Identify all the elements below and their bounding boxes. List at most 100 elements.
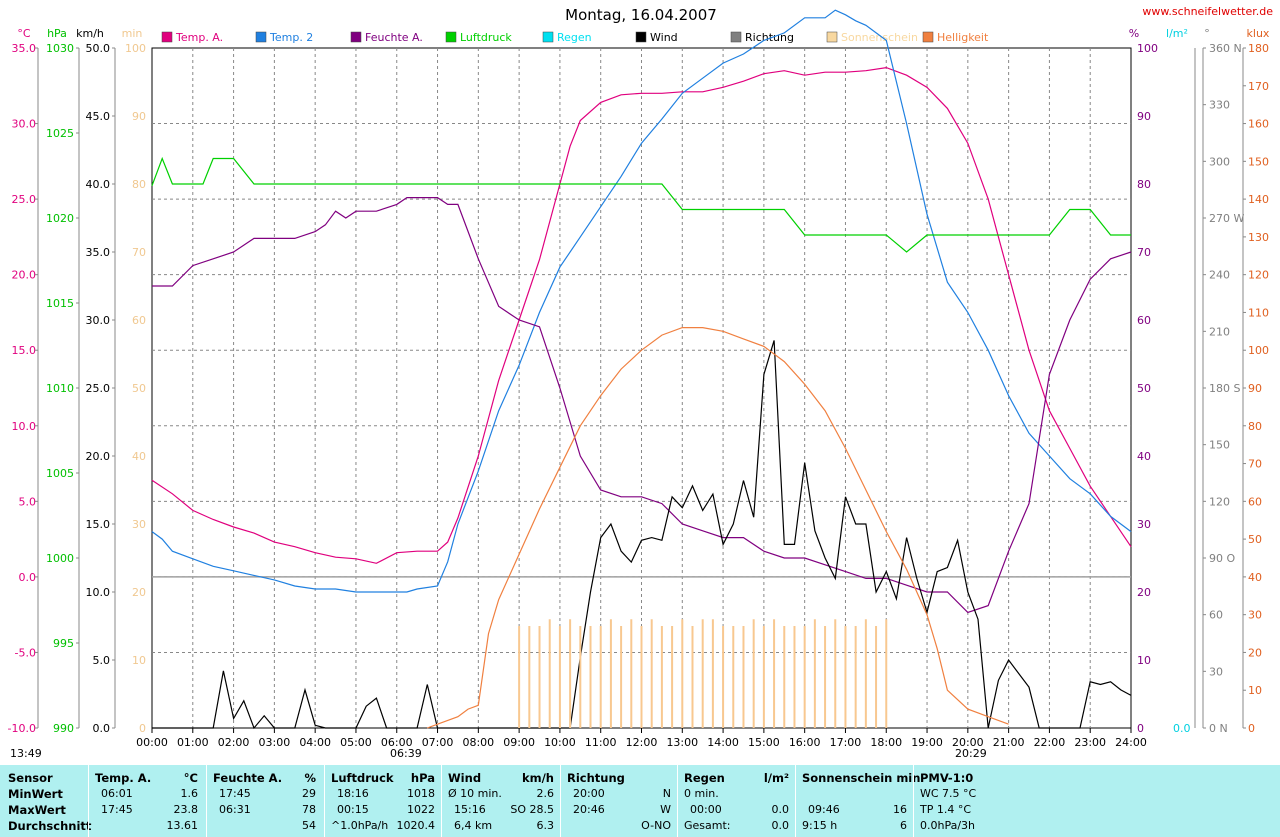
stats-richtung-max: W (660, 803, 671, 816)
humidity-axis-tick-label: 90 (1137, 110, 1151, 123)
stats-richtung-min: N (662, 787, 671, 800)
stats-sonne-total: 9:15 h (802, 819, 838, 832)
pressure-axis-tick-label: 1000 (46, 552, 74, 565)
light-axis-tick-label: 60 (1248, 495, 1262, 508)
x-axis: 00:00 01:00 02:00 03:00 04:00 05:00 06:00 07:00… (136, 728, 1147, 749)
humidity-axis-tick-label: 60 (1137, 314, 1151, 327)
stats-temp-header: Temp. A. (95, 771, 152, 785)
pressure-axis-tick-label: 1015 (46, 297, 74, 310)
x-tick-label: 06:00 (381, 736, 413, 749)
light-axis-tick-label: 130 (1248, 231, 1269, 244)
stats-wind-max: SO 28.5 (510, 803, 554, 816)
light-axis-tick-label: 10 (1248, 684, 1262, 697)
x-tick-label: 22:00 (1034, 736, 1066, 749)
stats-wind-avg10: 2.6 (536, 787, 555, 800)
light-axis-tick-label: 150 (1248, 155, 1269, 168)
light-axis-tick-label: 110 (1248, 306, 1269, 319)
direction-axis-tick-label: 270 W (1209, 212, 1244, 225)
legend-label: Temp. A. (175, 31, 223, 44)
light-axis-tick-label: 70 (1248, 458, 1262, 471)
pressure-axis-tick-label: 995 (53, 637, 74, 650)
legend-label: Regen (557, 31, 592, 44)
legend-label: Luftdruck (460, 31, 512, 44)
stats-sonne-max: 16 (893, 803, 907, 816)
humidity-axis-tick-label: 50 (1137, 382, 1151, 395)
light-axis-tick-label: 170 (1248, 80, 1269, 93)
humidity-axis-tick-label: 20 (1137, 586, 1151, 599)
direction-axis-tick-label: 330 (1209, 99, 1230, 112)
legend-swatch (922, 31, 934, 43)
stats-wind-unit: km/h (521, 771, 554, 785)
legend-swatch (161, 31, 173, 43)
wind-axis-tick-label: 45.0 (86, 110, 111, 123)
legend-label: Temp. 2 (269, 31, 313, 44)
chart-title: Montag, 16.04.2007 (565, 6, 717, 24)
stats-row-max: MaxWert (8, 803, 66, 817)
pressure-axis-tick-label: 1020 (46, 212, 74, 225)
direction-axis-tick-label: 30 (1209, 665, 1223, 678)
x-tick-label: 23:00 (1074, 736, 1106, 749)
stats-luftdruck-max-time: 00:15 (337, 803, 369, 816)
direction-axis-tick-label: 90 O (1209, 552, 1235, 565)
x-tick-label: 19:00 (911, 736, 943, 749)
light-axis-tick-label: 40 (1248, 571, 1262, 584)
sun-axis-tick-label: 20 (132, 586, 146, 599)
x-tick-label: 02:00 (218, 736, 250, 749)
stats-regen-duration: 0 min. (684, 787, 719, 800)
temp-unit-label: °C (17, 27, 31, 40)
temp-axis-tick-label: 25.0 (12, 193, 37, 206)
legend-swatch (730, 31, 742, 43)
sun-axis-tick-label: 40 (132, 450, 146, 463)
stats-sonne-avg: 6 (900, 819, 907, 832)
light-axis-tick-label: 100 (1248, 344, 1269, 357)
stats-feuchte-min: 29 (302, 787, 316, 800)
stats-feuchte-min-time: 17:45 (219, 787, 251, 800)
stats-regen-col: Regen l/m² 0 min. 00:00 0.0 Gesamt: 0.0 (678, 765, 795, 837)
series-line-helligkeit (427, 327, 1009, 729)
sun-axis-tick-label: 0 (139, 722, 146, 735)
stats-sonne-max-time: 09:46 (808, 803, 840, 816)
x-tick-label: 09:00 (503, 736, 535, 749)
legend-label: Feuchte A. (365, 31, 423, 44)
stats-temp-min-time: 06:01 (101, 787, 133, 800)
temp-axis-tick-label: 15.0 (12, 344, 37, 357)
statistics-panel: Sensor MinWert MaxWert Durchschnitt Temp… (0, 765, 1280, 837)
stats-feuchte-max: 78 (302, 803, 316, 816)
stats-regen-total: 0.0 (771, 819, 790, 832)
stats-regen-total-label: Gesamt: (684, 819, 731, 832)
site-link[interactable]: www.schneifelwetter.de (1142, 5, 1273, 18)
temp-axis-tick-label: -5.0 (15, 646, 36, 659)
legend-label: Sonnenschein (841, 31, 918, 44)
legend-swatch (542, 31, 554, 43)
stats-luftdruck-avg: 1020.4 (396, 819, 436, 832)
x-tick-label: 17:00 (830, 736, 862, 749)
stats-luftdruck-trend: ^1.0hPa/h (331, 819, 389, 832)
legend-label: Richtung (745, 31, 794, 44)
wind-axis-tick-label: 25.0 (86, 382, 111, 395)
stats-wind-max-time: 15:16 (454, 803, 486, 816)
stats-feuchte-avg: 54 (302, 819, 316, 832)
legend-swatch (445, 31, 457, 43)
stats-feuchte-col: Feuchte A. % 17:45 29 06:31 78 54 (207, 765, 324, 837)
stats-pmv-windchill: WC 7.5 °C (920, 787, 977, 800)
temp-axis-tick-label: 5.0 (19, 495, 37, 508)
stats-sensor-col: Sensor MinWert MaxWert Durchschnitt (0, 765, 91, 837)
humidity-axis-tick-label: 100 (1137, 42, 1158, 55)
x-tick-label: 21:00 (993, 736, 1025, 749)
direction-axis-tick-label: 60 (1209, 609, 1223, 622)
light-axis-tick-label: 140 (1248, 193, 1269, 206)
series-line-wind (152, 340, 1132, 730)
stats-wind-avg10-label: Ø 10 min. (448, 787, 502, 800)
stats-feuchte-max-time: 06:31 (219, 803, 251, 816)
axes: 35.0 30.0 25.0 20.0 15.0 10.0 5.0 0.0 -5.0 -10.0 1… (8, 42, 1269, 735)
pressure-axis-tick-label: 1005 (46, 467, 74, 480)
left-time-label: 13:49 (10, 747, 42, 760)
x-tick-label: 04:00 (299, 736, 331, 749)
sun-markers: 13:49 06:39 20:29 (10, 747, 987, 760)
direction-axis-tick-label: 0 N (1209, 722, 1228, 735)
x-tick-label: 16:00 (789, 736, 821, 749)
stats-pmv-col: PMV-1:0 WC 7.5 °C TP 1.4 °C 0.0hPa/3h (914, 765, 1034, 837)
legend-label: Helligkeit (937, 31, 989, 44)
axis-units: °C hPa km/h min% l/m² ° klux (17, 27, 1270, 40)
wind-axis-tick-label: 40.0 (86, 178, 111, 191)
